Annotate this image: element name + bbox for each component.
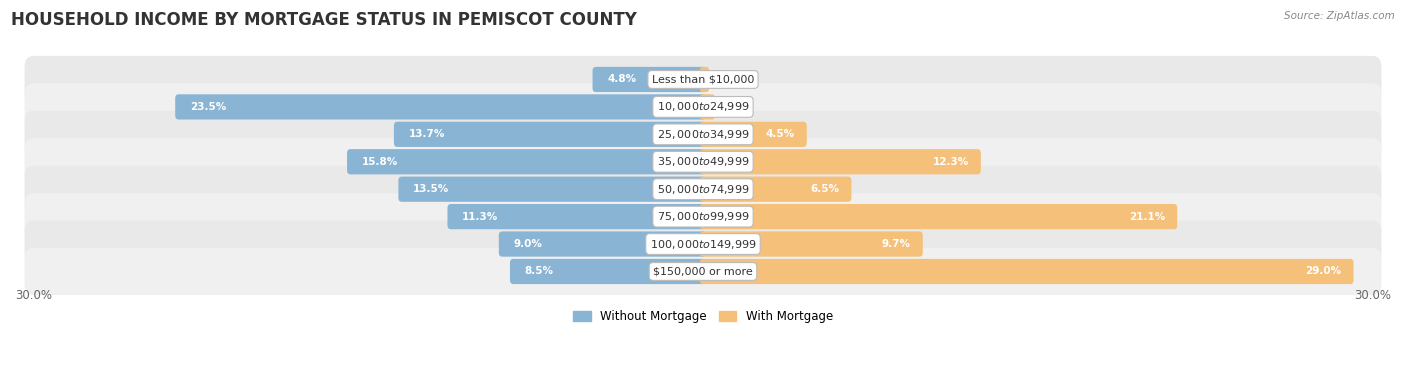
FancyBboxPatch shape <box>510 259 706 284</box>
Legend: Without Mortgage, With Mortgage: Without Mortgage, With Mortgage <box>568 305 838 328</box>
Text: 0.39%: 0.39% <box>721 102 754 112</box>
FancyBboxPatch shape <box>398 176 706 202</box>
FancyBboxPatch shape <box>700 231 922 257</box>
Text: 13.5%: 13.5% <box>413 184 449 194</box>
FancyBboxPatch shape <box>700 149 981 175</box>
FancyBboxPatch shape <box>347 149 706 175</box>
Text: 9.7%: 9.7% <box>882 239 911 249</box>
FancyBboxPatch shape <box>499 231 706 257</box>
FancyBboxPatch shape <box>24 83 1382 130</box>
FancyBboxPatch shape <box>700 94 716 120</box>
Text: 9.0%: 9.0% <box>513 239 543 249</box>
Text: Less than $10,000: Less than $10,000 <box>652 75 754 84</box>
Text: $50,000 to $74,999: $50,000 to $74,999 <box>657 183 749 196</box>
Text: 21.1%: 21.1% <box>1129 211 1166 222</box>
FancyBboxPatch shape <box>700 122 807 147</box>
FancyBboxPatch shape <box>24 193 1382 240</box>
Text: Source: ZipAtlas.com: Source: ZipAtlas.com <box>1284 11 1395 21</box>
FancyBboxPatch shape <box>24 56 1382 103</box>
Text: $35,000 to $49,999: $35,000 to $49,999 <box>657 155 749 168</box>
FancyBboxPatch shape <box>24 138 1382 185</box>
Text: 29.0%: 29.0% <box>1305 267 1341 276</box>
Text: $25,000 to $34,999: $25,000 to $34,999 <box>657 128 749 141</box>
FancyBboxPatch shape <box>24 111 1382 158</box>
Text: $10,000 to $24,999: $10,000 to $24,999 <box>657 100 749 113</box>
Text: 8.5%: 8.5% <box>524 267 554 276</box>
Text: 0.13%: 0.13% <box>714 75 748 84</box>
Text: 12.3%: 12.3% <box>932 157 969 167</box>
Text: $150,000 or more: $150,000 or more <box>654 267 752 276</box>
FancyBboxPatch shape <box>24 166 1382 213</box>
Text: 6.5%: 6.5% <box>810 184 839 194</box>
Text: $75,000 to $99,999: $75,000 to $99,999 <box>657 210 749 223</box>
Text: 23.5%: 23.5% <box>190 102 226 112</box>
Text: $100,000 to $149,999: $100,000 to $149,999 <box>650 238 756 251</box>
FancyBboxPatch shape <box>176 94 706 120</box>
FancyBboxPatch shape <box>700 204 1177 229</box>
FancyBboxPatch shape <box>24 221 1382 268</box>
Text: 15.8%: 15.8% <box>361 157 398 167</box>
Text: 4.5%: 4.5% <box>765 129 794 139</box>
Text: 11.3%: 11.3% <box>463 211 498 222</box>
FancyBboxPatch shape <box>700 176 852 202</box>
FancyBboxPatch shape <box>592 67 706 92</box>
FancyBboxPatch shape <box>394 122 706 147</box>
Text: 4.8%: 4.8% <box>607 75 636 84</box>
FancyBboxPatch shape <box>700 259 1354 284</box>
FancyBboxPatch shape <box>447 204 706 229</box>
FancyBboxPatch shape <box>24 248 1382 295</box>
Text: 13.7%: 13.7% <box>408 129 444 139</box>
Text: HOUSEHOLD INCOME BY MORTGAGE STATUS IN PEMISCOT COUNTY: HOUSEHOLD INCOME BY MORTGAGE STATUS IN P… <box>11 11 637 29</box>
FancyBboxPatch shape <box>700 67 709 92</box>
